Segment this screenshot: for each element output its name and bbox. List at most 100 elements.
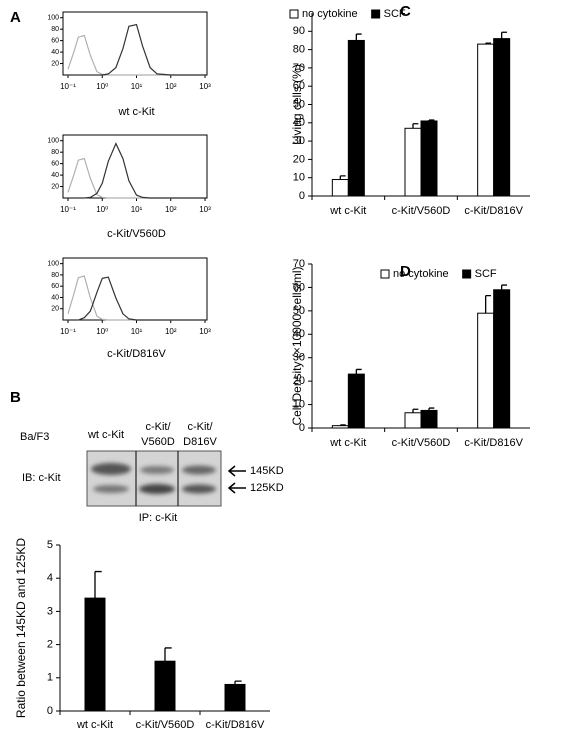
x-tick-label: 10⁻¹	[60, 205, 76, 214]
x-tick-label: 10³	[199, 82, 211, 91]
lane-label: V560D	[141, 436, 175, 448]
y-tick-label: 3	[47, 605, 53, 617]
x-tick-label: 10³	[199, 205, 211, 214]
y-tick-label: 60	[51, 37, 59, 44]
x-tick-label: 10⁰	[96, 82, 108, 91]
bar	[493, 289, 511, 429]
panel-letter: A	[10, 9, 21, 26]
y-tick-label: 20	[293, 153, 305, 165]
y-axis-label: Ratio between 145KD and 125KD	[14, 538, 28, 718]
error-bar	[355, 368, 362, 375]
y-tick-label: 20	[51, 60, 59, 67]
legend-label: SCF	[384, 8, 406, 20]
x-tick-label: 10⁰	[96, 205, 108, 214]
y-tick-label: 20	[293, 375, 305, 387]
bar	[477, 43, 495, 197]
y-tick-label: 100	[47, 15, 59, 22]
panel-letter: D	[400, 263, 411, 280]
band-label: 145KD	[250, 465, 284, 477]
y-tick-label: 60	[293, 281, 305, 293]
legend-swatch	[289, 9, 299, 19]
bar	[84, 597, 106, 712]
x-tick-label: c-Kit/D816V	[464, 205, 523, 217]
histogram-curve	[68, 142, 205, 199]
x-tick-label: 10¹	[131, 82, 143, 91]
bar	[331, 425, 349, 429]
error-bar	[339, 175, 346, 180]
x-axis-label: c-Kit/V560D	[107, 228, 166, 240]
x-tick-label: 10⁰	[96, 327, 108, 336]
y-tick-label: 50	[293, 305, 305, 317]
x-tick-label: 10²	[165, 327, 177, 336]
bar	[224, 683, 246, 712]
error-bar	[501, 284, 507, 290]
error-bar	[428, 119, 435, 121]
legend-swatch	[462, 269, 472, 279]
y-tick-label: 90	[293, 25, 305, 37]
y-tick-label: 20	[51, 183, 59, 190]
bar	[404, 127, 422, 197]
y-tick-label: 80	[51, 272, 59, 279]
error-bar	[339, 424, 346, 426]
bar	[420, 409, 438, 429]
lane-label: D816V	[183, 436, 217, 448]
error-bar	[501, 31, 507, 39]
y-tick-label: 60	[51, 283, 59, 290]
legend-label: no cytokine	[302, 8, 358, 20]
error-bar	[428, 407, 435, 411]
lane-label: c-Kit/	[187, 421, 213, 433]
y-tick-label: 40	[51, 294, 59, 301]
y-tick-label: 70	[293, 62, 305, 74]
histogram-curve	[67, 34, 205, 76]
plot-frame	[62, 257, 208, 321]
histogram-curve	[68, 276, 205, 321]
error-bar	[234, 680, 242, 685]
x-tick-label: 10¹	[131, 327, 143, 336]
legend-swatch	[380, 269, 390, 279]
y-tick-label: 40	[293, 117, 305, 129]
bar	[347, 373, 365, 429]
y-tick-label: 60	[51, 160, 59, 167]
x-tick-label: 10⁻¹	[60, 82, 76, 91]
y-tick-label: 4	[47, 572, 53, 584]
ip-label: IP: c-Kit	[139, 512, 178, 524]
y-tick-label: 80	[51, 149, 59, 156]
western-blot: B Ba/F3 wt c-Kit c-Kit/ V560D c-Kit/ D81…	[10, 389, 284, 524]
blot-bands	[91, 463, 216, 494]
x-tick-label: wt c-Kit	[329, 205, 366, 217]
x-tick-label: 10¹	[131, 205, 143, 214]
y-tick-label: 5	[47, 539, 53, 551]
x-tick-label: 10⁻¹	[60, 327, 76, 336]
y-tick-label: 40	[293, 328, 305, 340]
y-tick-label: 50	[293, 98, 305, 110]
histogram-curve	[67, 157, 205, 199]
error-bar	[485, 42, 491, 45]
x-tick-label: wt c-Kit	[76, 719, 113, 731]
x-tick-label: c-Kit/D816V	[464, 437, 523, 449]
error-bar	[412, 408, 419, 413]
y-tick-label: 100	[47, 138, 59, 145]
y-tick-label: 0	[47, 705, 53, 717]
error-bar	[485, 294, 491, 314]
band-label: 125KD	[250, 482, 284, 494]
y-tick-label: 1	[47, 672, 53, 684]
legend-label: no cytokine	[393, 268, 449, 280]
y-tick-label: 40	[51, 172, 59, 179]
y-axis-label: Living cells (%)	[290, 64, 304, 145]
error-bar	[355, 33, 362, 41]
x-tick-label: c-Kit/V560D	[136, 719, 195, 731]
y-tick-label: 70	[293, 258, 305, 270]
arrow	[227, 482, 246, 494]
x-tick-label: c-Kit/D816V	[206, 719, 265, 731]
y-tick-label: 30	[293, 352, 305, 364]
error-bar	[94, 570, 102, 599]
bar	[493, 38, 511, 197]
x-tick-label: c-Kit/V560D	[392, 437, 451, 449]
lane-label: c-Kit/	[145, 421, 171, 433]
x-tick-label: wt c-Kit	[329, 437, 366, 449]
arrow	[227, 465, 246, 477]
y-tick-label: 10	[293, 172, 305, 184]
legend-label: SCF	[475, 268, 497, 280]
panel-letter: B	[10, 389, 21, 406]
